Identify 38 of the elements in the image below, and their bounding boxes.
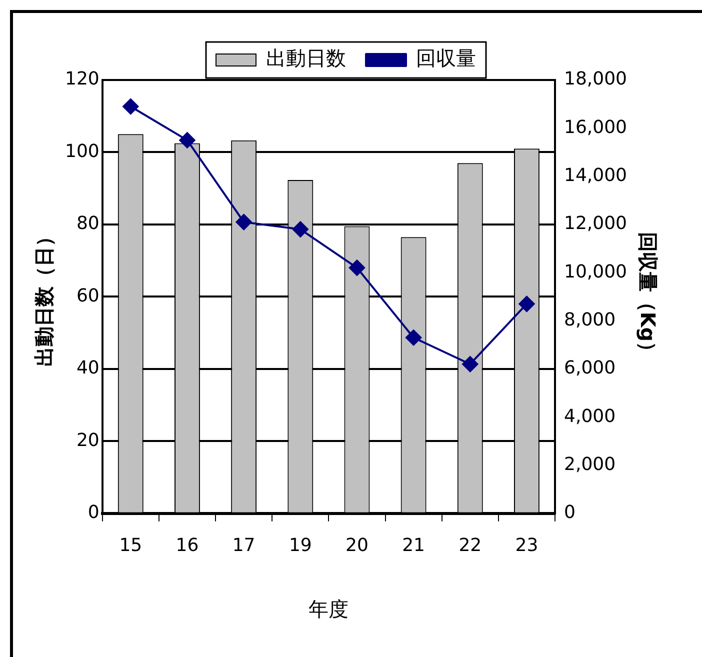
point — [236, 214, 252, 230]
y2-tick-label: 6,000 — [564, 358, 616, 379]
x-tick-label: 20 — [346, 534, 368, 556]
point — [406, 330, 422, 346]
y-tick-label: 20 — [76, 430, 100, 451]
y2-tick-label: 8,000 — [564, 309, 616, 330]
x-tick-label: 23 — [515, 534, 538, 556]
y2-tick-label: 10,000 — [564, 261, 627, 282]
x-tick-label: 22 — [458, 534, 482, 556]
y-tick-label: 100 — [64, 140, 100, 162]
y-tick-label: 120 — [64, 68, 100, 90]
x-tick-label: 15 — [119, 534, 142, 556]
x-tick-label: 17 — [232, 534, 256, 556]
y2-tick-label: 14,000 — [564, 164, 627, 186]
point — [292, 221, 308, 238]
y2-tick-label: 0 — [564, 502, 576, 524]
point — [518, 296, 535, 312]
legend-label: 出動日数 — [266, 46, 346, 70]
legend-label: 回収量 — [416, 46, 476, 70]
y2-tick-label: 12,000 — [564, 213, 627, 234]
x-tick-label: 21 — [402, 534, 426, 556]
point — [122, 98, 139, 114]
y-tick-label: 60 — [76, 285, 100, 306]
y-tick-label: 0 — [88, 502, 100, 524]
y-axis-title: 出動日数（日） — [32, 226, 56, 367]
y2-tick-label: 2,000 — [564, 454, 616, 475]
x-tick-label: 19 — [288, 534, 312, 556]
y-tick-label: 40 — [76, 358, 100, 379]
y2-tick-label: 18,000 — [564, 68, 627, 90]
point — [462, 356, 478, 372]
point — [179, 132, 196, 148]
point — [348, 260, 365, 276]
x-axis-title: 年度 — [308, 597, 349, 622]
x-tick-label: 16 — [176, 534, 199, 556]
y2-tick-label: 16,000 — [564, 116, 627, 138]
y2-tick-label: 4,000 — [564, 406, 616, 427]
y-tick-label: 80 — [76, 213, 100, 234]
y2-axis-title: 回収量（Kg） — [636, 232, 660, 362]
